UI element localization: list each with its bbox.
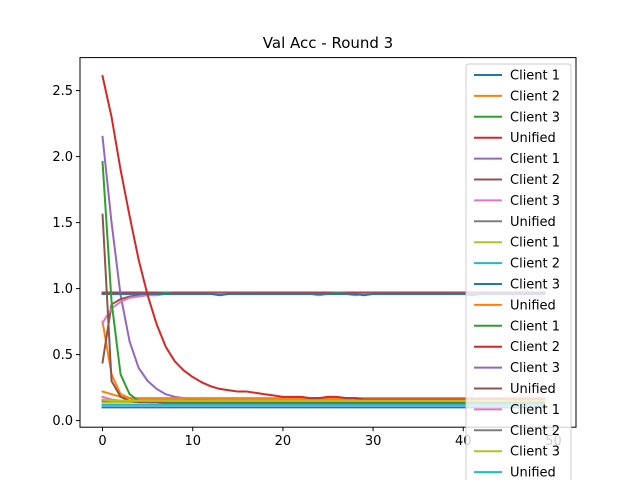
legend-label: Client 3 <box>510 194 560 209</box>
legend-label: Unified <box>510 215 556 230</box>
legend-label: Unified <box>510 131 556 146</box>
legend-label: Client 1 <box>510 236 560 251</box>
chart-title: Val Acc - Round 3 <box>263 34 393 52</box>
legend-label: Client 3 <box>510 445 560 460</box>
y-tick-label: 1.5 <box>52 216 73 231</box>
legend-label: Client 2 <box>510 89 560 104</box>
legend-label: Client 2 <box>510 340 560 355</box>
legend: Client 1 Client 2 Client 3 Unified Client 1 C… <box>466 64 571 480</box>
legend-label: Client 2 <box>510 424 560 439</box>
legend-label: Unified <box>510 382 556 397</box>
x-tick-label: 10 <box>184 434 201 449</box>
legend-label: Client 1 <box>510 319 560 334</box>
legend-label: Client 3 <box>510 110 560 125</box>
legend-label: Client 1 <box>510 69 560 84</box>
x-tick-label: 30 <box>365 434 382 449</box>
legend-label: Client 1 <box>510 152 560 167</box>
x-tick-label: 0 <box>98 434 106 449</box>
x-tick-label: 20 <box>275 434 292 449</box>
legend-label: Client 3 <box>510 278 560 293</box>
legend-label: Client 1 <box>510 403 560 418</box>
y-tick-label: 2.0 <box>52 150 73 165</box>
legend-label: Client 3 <box>510 361 560 376</box>
legend-label: Client 2 <box>510 173 560 188</box>
y-tick-label: 0.0 <box>52 414 73 429</box>
legend-label: Client 2 <box>510 257 560 272</box>
y-tick-label: 1.0 <box>52 282 73 297</box>
y-tick-label: 0.5 <box>52 348 73 363</box>
y-tick-label: 2.5 <box>52 84 73 99</box>
legend-label: Unified <box>510 466 556 480</box>
legend-label: Unified <box>510 298 556 313</box>
